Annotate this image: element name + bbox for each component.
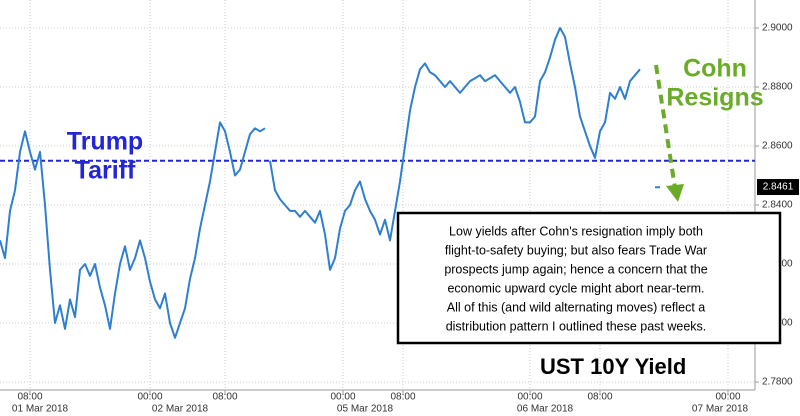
annotation: Trump	[67, 128, 143, 156]
note-line: distribution pattern I outlined these pa…	[446, 319, 707, 333]
note-box	[396, 211, 782, 345]
note-line: prospects jump again; hence a concern th…	[444, 262, 707, 276]
x-tick-label: 00:00	[137, 392, 162, 403]
note-line: All of this (and wild alternating moves)…	[447, 300, 705, 314]
last-value-label: 2.8461	[763, 182, 794, 193]
y-tick-label: 2.7800	[762, 377, 793, 388]
line-series	[0, 27, 660, 339]
note: Low yields after Cohn's resignation impl…	[444, 224, 707, 333]
x-date-label: 01 Mar 2018	[12, 404, 69, 415]
note-line: economic upward cycle might abort near-t…	[447, 281, 704, 295]
y-tick-label: 2.8800	[762, 82, 793, 93]
annotation: Tariff	[75, 157, 136, 185]
y-tick-label: 2.8400	[762, 200, 793, 211]
x-tick-label: 00:00	[715, 392, 740, 403]
x-tick-label: 08:00	[17, 392, 42, 403]
y-tick-label: 2.9000	[762, 23, 793, 34]
x-tick-label: 00:00	[517, 392, 542, 403]
plot: 2.8461	[0, 27, 799, 339]
annotation: Cohn	[683, 55, 747, 83]
x-tick-label: 08:00	[587, 392, 612, 403]
arrow-shaft	[654, 64, 677, 189]
x-date-label: 07 Mar 2018	[692, 404, 749, 415]
x-date-label: 05 Mar 2018	[337, 404, 394, 415]
arrow-head	[666, 184, 684, 202]
last-value-tag	[757, 179, 799, 196]
y-tick-label: 2.8600	[762, 141, 793, 152]
chart-title: UST 10Y Yield	[540, 354, 686, 379]
note-line: Low yields after Cohn's resignation impl…	[449, 224, 703, 238]
x-tick-label: 00:00	[330, 392, 355, 403]
x-tick-label: 08:00	[212, 392, 237, 403]
annotation: Resigns	[666, 84, 763, 112]
x-date-label: 02 Mar 2018	[152, 404, 209, 415]
note-line: flight-to-safety buying; but also fears …	[445, 243, 707, 257]
x-date-label: 06 Mar 2018	[517, 404, 574, 415]
x-tick-label: 08:00	[390, 392, 415, 403]
